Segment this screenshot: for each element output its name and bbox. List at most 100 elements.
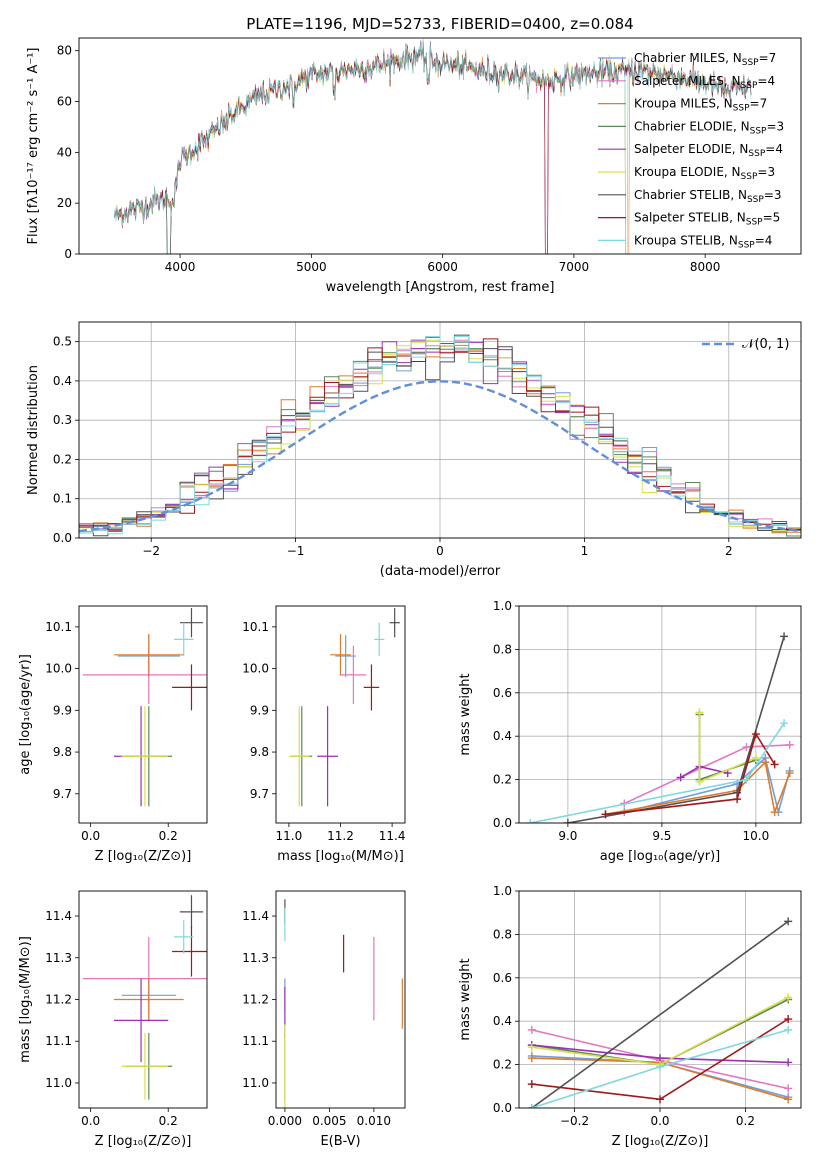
axes-frame (78, 605, 208, 824)
y-tick-label: 0.0 (493, 1101, 512, 1115)
x-tick-label: 0.0 (650, 1114, 669, 1128)
y-tick-label: 0.0 (53, 531, 72, 545)
legend-entry: Salpeter STELIB, NSSP=5 (634, 211, 780, 228)
x-tick-label: 11.2 (327, 829, 354, 843)
legend-value: =4 (757, 74, 775, 88)
x-tick-label: 0 (436, 544, 444, 558)
x-tick-label: 8000 (690, 260, 721, 274)
legend-entry: Salpeter ELODIE, NSSP=4 (634, 142, 783, 159)
x-tick-label: 1 (581, 544, 589, 558)
legend-name: Kroupa MILES, N (634, 97, 733, 111)
y-axis-label: Flux [fλ10⁻¹⁷ erg cm⁻² s⁻¹ A⁻¹] (26, 48, 41, 245)
gaussian-curve (79, 380, 801, 533)
y-tick-label: 0.2 (493, 773, 512, 787)
y-tick-label: 11.3 (242, 951, 269, 965)
legend-subscript: SSP (741, 81, 758, 91)
plot-area (288, 608, 400, 807)
weight-marker-6 (784, 993, 793, 1002)
y-tick-label: 1.0 (493, 599, 512, 613)
x-axis-label: Z [log₁₀(Z/Z⊙)] (612, 1134, 709, 1149)
legend-value: =7 (750, 97, 768, 111)
weight-marker-8 (733, 795, 742, 804)
x-tick-label: 10.0 (743, 829, 770, 843)
y-tick-label: 11.1 (242, 1034, 269, 1048)
legend-entry: Salpeter MILES, NSSP=4 (634, 74, 775, 91)
legend-subscript: SSP (746, 218, 763, 228)
y-tick-label: 9.7 (250, 787, 269, 801)
x-tick-label: 4000 (165, 260, 196, 274)
y-tick-label: 11.3 (45, 951, 72, 965)
weight-marker-3 (785, 769, 794, 778)
y-tick-label: 9.8 (53, 745, 72, 759)
mass-vs-EBV-panel: 0.000 0.005 0.010 11.0 11.1 11.2 11.3 11.4 E(B-V… (242, 890, 406, 1149)
y-tick-label: 80 (57, 44, 72, 58)
y-tick-label: 0.4 (53, 374, 72, 388)
plot-area (284, 899, 403, 1108)
y-tick-label: 0.4 (493, 1014, 512, 1028)
legend-value: =7 (759, 51, 777, 65)
axes-frame (275, 890, 406, 1109)
residuals-panel: −2 −1 0 1 2 0.0 0.1 0.2 0.3 0.4 0.5 (data-model)/er… (26, 321, 802, 579)
weight-marker-9 (784, 1025, 793, 1034)
y-tick-label: 0.3 (53, 413, 72, 427)
legend-name: Salpeter MILES, N (634, 74, 741, 88)
legend-entry: Kroupa STELIB, NSSP=4 (634, 233, 772, 250)
x-tick-label: −0.2 (560, 1114, 589, 1128)
weight-marker-8 (527, 1080, 536, 1089)
y-tick-label: 0.2 (493, 1058, 512, 1072)
legend-value: =4 (755, 233, 773, 247)
weight-line-2 (623, 744, 790, 805)
axes-frame (78, 321, 802, 539)
y-tick-label: 60 (57, 95, 72, 109)
y-tick-label: 9.8 (250, 745, 269, 759)
x-tick-label: 0.0 (81, 1114, 100, 1128)
legend-entry: Kroupa MILES, NSSP=7 (634, 97, 767, 114)
legend-value: =5 (763, 211, 781, 225)
x-tick-label: 11.0 (276, 829, 303, 843)
weight-marker-6 (751, 753, 760, 762)
y-tick-label: 0.6 (493, 686, 512, 700)
legend-value: =4 (765, 142, 783, 156)
legend-entry: Chabrier STELIB, NSSP=3 (634, 188, 782, 205)
legend-subscript: SSP (747, 195, 764, 205)
x-tick-label: 9.5 (652, 829, 671, 843)
weight-marker-6 (695, 708, 704, 717)
weight-vs-age-panel: 9.0 9.5 10.0 0.0 0.2 0.4 0.6 0.8 1.0 age [log₁₀(a… (458, 599, 802, 864)
legend-name: Salpeter ELODIE, N (634, 142, 748, 156)
legend-name: Chabrier MILES, N (634, 51, 742, 65)
legend-subscript: SSP (741, 172, 758, 182)
y-axis-label: mass weight (458, 958, 473, 1040)
weight-marker-7 (780, 632, 789, 641)
x-tick-label: 9.0 (558, 829, 577, 843)
y-tick-label: 11.1 (45, 1034, 72, 1048)
axes-frame (78, 890, 208, 1109)
y-tick-label: 10.1 (45, 620, 72, 634)
mass-vs-Z-panel: 0.0 0.2 11.0 11.1 11.2 11.3 11.4 Z [log₁₀(Z/Z⊙)… (18, 890, 208, 1149)
legend-subscript: SSP (750, 126, 767, 136)
y-tick-label: 0.6 (493, 971, 512, 985)
x-axis-label: Z [log₁₀(Z/Z⊙)] (95, 849, 192, 864)
y-tick-label: 20 (57, 196, 72, 210)
y-tick-label: 0.0 (493, 816, 512, 830)
axes-frame (78, 37, 802, 255)
x-tick-label: 0.2 (159, 1114, 178, 1128)
legend-subscript: SSP (742, 58, 759, 68)
x-tick-label: 0.2 (159, 829, 178, 843)
legend-entry: Kroupa ELODIE, NSSP=3 (634, 165, 775, 182)
x-tick-label: 0.000 (268, 1114, 302, 1128)
plot-area (79, 334, 801, 538)
x-tick-label: 0.005 (312, 1114, 346, 1128)
weight-marker-9 (742, 775, 751, 784)
x-tick-label: 7000 (559, 260, 590, 274)
weight-marker-8 (770, 760, 779, 769)
weight-line-7 (567, 636, 785, 823)
legend-value: =3 (757, 165, 775, 179)
legend-name: Kroupa ELODIE, N (634, 165, 741, 179)
weight-marker-6 (527, 1043, 536, 1052)
figure-title: PLATE=1196, MJD=52733, FIBERID=0400, z=0… (246, 15, 633, 33)
weight-marker-9 (527, 1104, 536, 1108)
x-axis-label: Z [log₁₀(Z/Z⊙)] (95, 1134, 192, 1149)
y-tick-label: 11.4 (45, 909, 72, 923)
